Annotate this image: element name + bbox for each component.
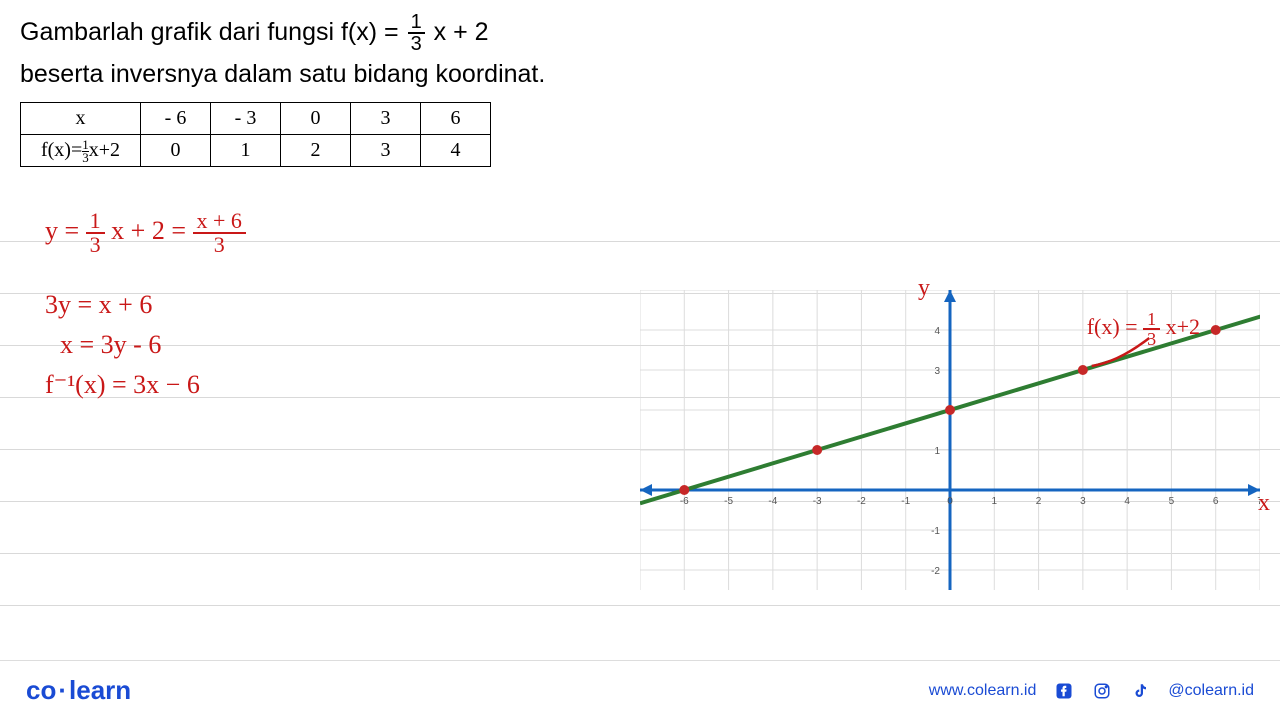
svg-text:0: 0	[947, 496, 953, 507]
svg-text:3: 3	[1080, 496, 1086, 507]
svg-text:4: 4	[1124, 496, 1130, 507]
table-cell: 1	[211, 135, 281, 167]
svg-text:-6: -6	[680, 496, 689, 507]
table-cell: - 3	[211, 103, 281, 135]
svg-text:2: 2	[1036, 496, 1042, 507]
tiktok-icon	[1130, 681, 1150, 701]
svg-text:-5: -5	[724, 496, 733, 507]
table-cell: 3	[351, 103, 421, 135]
table-row: f(x)=13x+2 0 1 2 3 4	[21, 135, 491, 167]
table-header-fx: f(x)=13x+2	[21, 135, 141, 167]
svg-text:3: 3	[934, 366, 940, 377]
svg-text:-2: -2	[857, 496, 866, 507]
facebook-icon	[1054, 681, 1074, 701]
prompt-part2: x + 2	[434, 18, 489, 46]
table-cell: 0	[141, 135, 211, 167]
svg-text:-1: -1	[901, 496, 910, 507]
work-line-4: f⁻¹(x) = 3x − 6	[45, 370, 200, 400]
svg-text:4: 4	[934, 326, 940, 337]
table-cell: 3	[351, 135, 421, 167]
footer-url: www.colearn.id	[929, 682, 1037, 700]
problem-text: Gambarlah grafik dari fungsi f(x) = 1 3 …	[20, 12, 1260, 94]
work-line-3: x = 3y - 6	[60, 330, 161, 360]
svg-text:-4: -4	[768, 496, 777, 507]
prompt-part1: Gambarlah grafik dari fungsi f(x) =	[20, 18, 406, 46]
value-table: x - 6 - 3 0 3 6 f(x)=13x+2 0 1 2 3 4	[20, 102, 491, 167]
table-cell: - 6	[141, 103, 211, 135]
work-line-1: y = 13 x + 2 = x + 63	[45, 210, 246, 256]
instagram-icon	[1092, 681, 1112, 701]
dot-icon: ·	[58, 675, 67, 705]
prompt-fraction: 1 3	[408, 12, 425, 54]
footer-handle: @colearn.id	[1168, 682, 1254, 700]
table-cell: 6	[421, 103, 491, 135]
svg-text:1: 1	[934, 446, 940, 457]
svg-text:5: 5	[1169, 496, 1175, 507]
table-header-x: x	[21, 103, 141, 135]
brand-logo: co·learn	[26, 675, 131, 706]
prompt-line2: beserta inversnya dalam satu bidang koor…	[20, 60, 545, 88]
svg-text:-2: -2	[931, 566, 940, 577]
footer: co·learn www.colearn.id @colearn.id	[0, 660, 1280, 720]
svg-text:-1: -1	[931, 526, 940, 537]
svg-text:6: 6	[1213, 496, 1219, 507]
work-line-2: 3y = x + 6	[45, 290, 152, 320]
table-row: x - 6 - 3 0 3 6	[21, 103, 491, 135]
table-cell: 2	[281, 135, 351, 167]
table-cell: 0	[281, 103, 351, 135]
y-axis-label: y	[918, 275, 930, 302]
svg-text:1: 1	[992, 496, 998, 507]
table-cell: 4	[421, 135, 491, 167]
svg-text:-3: -3	[813, 496, 822, 507]
function-label: f(x) = 13 x+2	[1087, 310, 1200, 348]
x-axis-label: x	[1258, 490, 1270, 517]
